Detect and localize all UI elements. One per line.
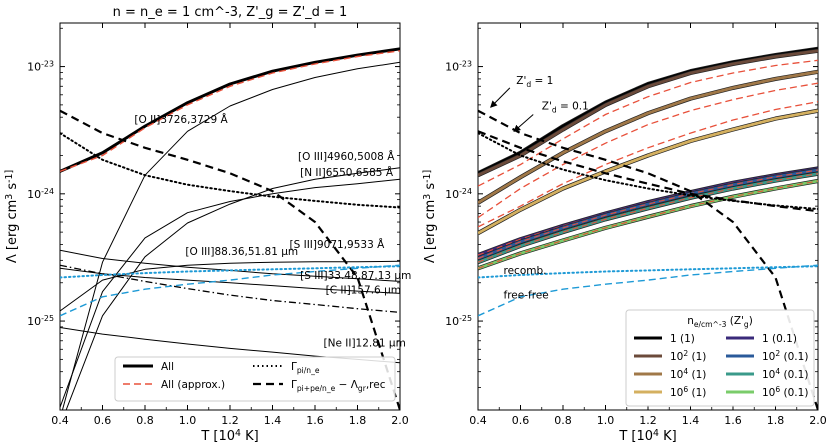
- legend-label-10-2-0-1: 102 (0.1): [762, 349, 808, 363]
- annotation-n-ii-6550-6585: [N II]6550,6585 Å: [300, 166, 394, 179]
- x-tick-label: 1.4: [264, 414, 282, 427]
- legend-box: [625, 309, 815, 407]
- series-10-6-0-1-outline: [478, 178, 818, 271]
- series-recomb: [60, 265, 400, 279]
- x-tick-label: 0.8: [554, 414, 572, 427]
- x-tick-label: 0.6: [94, 414, 112, 427]
- legend-label-pi-n-e: Γpi/n_e: [291, 361, 320, 375]
- series-10-4-1-approx: [478, 82, 818, 219]
- annotation-o-iii-4960-5008: [O III]4960,5008 Å: [298, 150, 395, 163]
- x-tick-label: 0.6: [512, 414, 530, 427]
- series-free-free: [478, 264, 818, 317]
- legend-label-pi-pe-n-e-gr-rec: Γpi+pe/n_e − Λgr,rec: [291, 379, 386, 393]
- legend-label-all-approx: All (approx.): [161, 379, 225, 391]
- annotation-o-iii-88-36-51-81-m: [O III]88.36,51.81 μm: [185, 246, 298, 258]
- x-tick-label: 1.6: [724, 414, 742, 427]
- annotation-s-iii-9071-9533: [S III]9071,9533 Å: [290, 238, 386, 251]
- series-c-ii-157-6-m: [60, 264, 400, 314]
- legend-label-all: All: [161, 361, 174, 373]
- x-tick-label: 1.0: [597, 414, 615, 427]
- series-o-ii-3726-3729: [61, 61, 400, 410]
- x-tick-label: 1.8: [349, 414, 367, 427]
- annotation-z-d-0-1: Z'd = 0.1: [542, 100, 589, 114]
- series-pi-pe-n-e-gr-rec: [60, 109, 400, 410]
- series-10-6-0-1-approx: [478, 180, 818, 269]
- series-dotted-heating: [478, 132, 818, 210]
- x-tick-label: 1.4: [682, 414, 700, 427]
- series-10-6-1: [478, 109, 818, 235]
- x-axis-label: T [104 K]: [618, 428, 676, 443]
- chart-left: 0.4 0.6 0.8 1.0 1.2 1.4 1.6 1.8 2.0 10-25 10-24 10-…: [4, 22, 411, 443]
- legend-label-10-4-1: 104 (1): [670, 367, 706, 381]
- y-tick-label: 10-25: [445, 314, 472, 328]
- y-tick-label: 10-23: [445, 60, 472, 74]
- plot-frame: [59, 22, 401, 411]
- series-10-2-1-approx: [478, 59, 818, 187]
- annotation-o-ii-3726-3729: [O II]3726,3729 Å: [134, 113, 228, 126]
- annotation-free-free: free-free: [504, 290, 549, 302]
- chart-right: 0.4 0.6 0.8 1.0 1.2 1.4 1.6 1.8 2.0 10-25 10-24 10-…: [422, 22, 827, 443]
- annotation-arrow-zd1: [490, 87, 511, 108]
- series-pi-n-e: [60, 132, 400, 209]
- legend-label-1-0-1: 1 (0.1): [762, 333, 797, 345]
- series-s-iii-9071-9533: [60, 260, 400, 312]
- annotation-z-d-1: Z'd = 1: [516, 75, 553, 89]
- y-axis-label: Λ [erg cm3 s-1]: [4, 170, 20, 263]
- y-tick-label: 10-24: [445, 187, 472, 201]
- legend-label-1-1: 1 (1): [670, 333, 695, 345]
- legend-box: [114, 356, 396, 402]
- annotation-c-ii-157-6-m: [C II]157.6 μm: [326, 284, 401, 296]
- x-axis-label: T [104 K]: [200, 428, 258, 443]
- series-recomb: [478, 265, 818, 279]
- legend-label-10-6-0-1: 106 (0.1): [762, 385, 808, 399]
- series-10-6-1-approx: [478, 101, 818, 228]
- series-10-4-0-1-approx: [478, 173, 818, 263]
- series-all: [60, 47, 400, 173]
- x-tick-label: 0.8: [136, 414, 154, 427]
- x-tick-label: 1.6: [306, 414, 324, 427]
- series-group: [60, 47, 400, 410]
- series-z-d-1: [478, 109, 818, 410]
- x-tick-label: 1.8: [767, 414, 785, 427]
- series-o-iii-4960-5008: [65, 167, 400, 410]
- x-tick-label: 2.0: [391, 414, 409, 427]
- annotation-arrow-zd01: [513, 114, 534, 132]
- series-group: [478, 46, 818, 410]
- legend-label-10-2-1: 102 (1): [670, 349, 706, 363]
- series-all-approx: [60, 50, 400, 173]
- series-10-2-0-1-approx: [478, 169, 818, 260]
- y-tick-label: 10-25: [27, 314, 54, 328]
- series-10-6-0-1: [478, 179, 818, 270]
- legend-title: ne/cm^-3 (Z'g): [687, 315, 753, 329]
- x-tick-label: 1.2: [221, 414, 239, 427]
- x-tick-label: 0.4: [469, 414, 487, 427]
- series-free-free: [60, 264, 400, 317]
- x-tick-label: 0.4: [51, 414, 69, 427]
- x-tick-label: 1.2: [639, 414, 657, 427]
- y-tick-label: 10-23: [27, 60, 54, 74]
- legend-label-10-6-1: 106 (1): [670, 385, 706, 399]
- x-tick-label: 2.0: [809, 414, 827, 427]
- series-s-iii-33-48-87-13-m: [60, 267, 400, 294]
- annotation-recomb: recomb.: [504, 265, 547, 277]
- annotation-ne-ii-12-81-m: [Ne II]12.81 μm: [324, 338, 406, 350]
- y-axis-label: Λ [erg cm3 s-1]: [422, 170, 438, 263]
- y-tick-label: 10-24: [27, 187, 54, 201]
- legend-label-10-4-0-1: 104 (0.1): [762, 367, 808, 381]
- annotation-s-iii-33-48-87-13-m: [S III]33.48,87.13 μm: [300, 270, 411, 282]
- figure-title: n = n_e = 1 cm^-3, Z'_g = Z'_d = 1: [113, 5, 348, 20]
- x-tick-label: 1.0: [179, 414, 197, 427]
- series-10-4-1: [478, 70, 818, 204]
- series-10-2-1: [478, 49, 818, 177]
- series-n-ii-6550-6585: [60, 178, 400, 408]
